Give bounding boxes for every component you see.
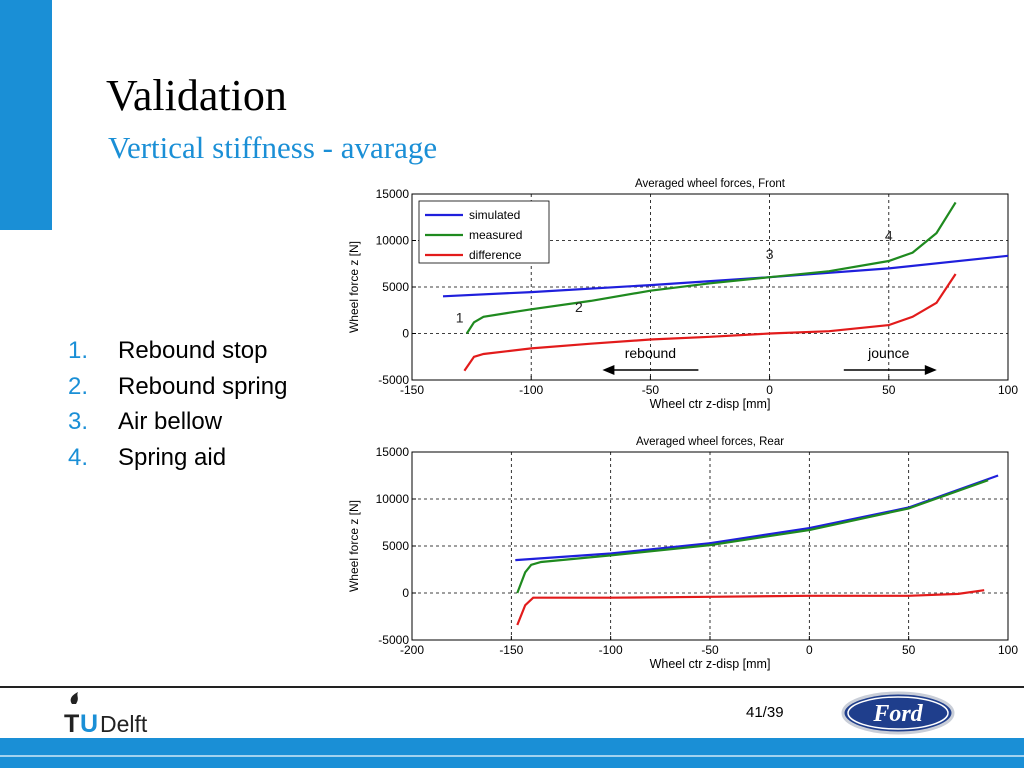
front-series-difference: [463, 273, 957, 372]
rear-x-tick-label: 0: [806, 643, 813, 657]
rear-x-tick-label: -50: [701, 643, 719, 657]
front-y-tick-label: 0: [402, 327, 409, 341]
front-jounce-arrow-head: [924, 364, 937, 375]
rear-x-tick-label: -100: [599, 643, 623, 657]
front-legend-label: difference: [469, 248, 522, 262]
rear-x-tick-label: 50: [902, 643, 916, 657]
front-legend-label: measured: [469, 228, 522, 242]
bottom-stripe: [0, 738, 1024, 768]
list-item: 4. Spring aid: [68, 440, 287, 476]
rear-y-axis-label: Wheel force z [N]: [347, 500, 361, 592]
rear-y-tick-label: 0: [402, 586, 409, 600]
rear-chart-svg: -200 -150 -100 -50 0 50 100 -5000 0 5000 10000 1500…: [347, 436, 1018, 671]
rear-x-axis-label: Wheel ctr z-disp [mm]: [650, 657, 771, 671]
list-number: 4.: [68, 443, 89, 471]
list-number: 3.: [68, 408, 89, 435]
front-annotation-jounce: jounce: [867, 345, 909, 361]
front-series-measured: [465, 201, 957, 335]
front-wheel-force-chart: -150 -100 -50 0 50 100 -5000 0 5000 10000 15000 Ave…: [336, 166, 1024, 427]
rear-series-measured: [516, 479, 989, 594]
svg-text:Ford: Ford: [872, 701, 923, 727]
front-x-tick-label: 100: [998, 383, 1018, 397]
front-y-tick-label: 5000: [382, 280, 409, 294]
rear-x-tick-label: -200: [400, 643, 424, 657]
front-x-tick-label: 50: [882, 383, 896, 397]
front-x-tick-label: -150: [400, 383, 424, 397]
rear-chart-title: Averaged wheel forces, Rear: [636, 436, 784, 448]
svg-text:T: T: [64, 710, 79, 736]
page-number: 41/39: [746, 704, 784, 721]
rear-x-tick-label: 100: [998, 643, 1018, 657]
slide-title: Validation: [106, 71, 287, 120]
front-x-tick-label: -100: [519, 383, 543, 397]
svg-text:Delft: Delft: [100, 711, 148, 736]
front-y-tick-label: -5000: [378, 373, 409, 387]
front-annotation-rebound: rebound: [625, 345, 676, 361]
ford-logo: Ford: [838, 690, 958, 736]
list-label: Spring aid: [118, 443, 227, 471]
svg-text:U: U: [80, 710, 98, 736]
list-item: 2. Rebound spring: [68, 369, 287, 405]
component-list: 1. Rebound stop 2. Rebound spring 3. Air be…: [68, 333, 287, 475]
front-annotation-3: 3: [766, 246, 774, 262]
list-item: 1. Rebound stop: [68, 333, 287, 369]
accent-bar: [0, 0, 52, 230]
front-chart-title: Averaged wheel forces, Front: [635, 178, 786, 190]
rear-x-tick-label: -150: [499, 643, 523, 657]
list-label: Rebound spring: [118, 372, 288, 400]
rear-y-tick-label: 10000: [376, 492, 410, 506]
front-x-tick-label: 0: [766, 383, 773, 397]
front-x-tick-label: -50: [642, 383, 660, 397]
rear-y-tick-label: -5000: [378, 633, 409, 647]
list-label: Air bellow: [118, 408, 223, 435]
rear-y-tick-label: 15000: [376, 445, 410, 459]
front-series-simulated: [442, 254, 1009, 298]
front-y-axis-label: Wheel force z [N]: [347, 241, 361, 333]
front-legend: [418, 200, 550, 264]
rear-wheel-force-chart: -200 -150 -100 -50 0 50 100 -5000 0 5000 10000 1500…: [336, 424, 1024, 691]
front-rebound-arrow-head: [602, 364, 615, 375]
slide-subtitle: Vertical stiffness - avarage: [108, 130, 438, 165]
front-x-axis-label: Wheel ctr z-disp [mm]: [650, 397, 771, 411]
front-y-tick-label: 10000: [376, 234, 410, 248]
rear-series-difference: [516, 589, 985, 626]
front-chart-svg: -150 -100 -50 0 50 100 -5000 0 5000 10000 15000 Ave…: [347, 178, 1018, 411]
front-annotation-2: 2: [575, 299, 583, 315]
list-item: 3. Air bellow: [68, 404, 287, 440]
tudelft-logo: T U Delft: [64, 690, 174, 738]
front-annotation-4: 4: [885, 228, 893, 244]
rear-y-tick-label: 5000: [382, 539, 409, 553]
list-number: 2.: [68, 372, 89, 400]
footer-divider: [0, 686, 1024, 688]
front-legend-label: simulated: [469, 208, 520, 222]
front-annotation-1: 1: [456, 309, 464, 325]
list-label: Rebound stop: [118, 337, 268, 364]
front-y-tick-label: 15000: [376, 187, 410, 201]
list-number: 1.: [68, 337, 89, 364]
